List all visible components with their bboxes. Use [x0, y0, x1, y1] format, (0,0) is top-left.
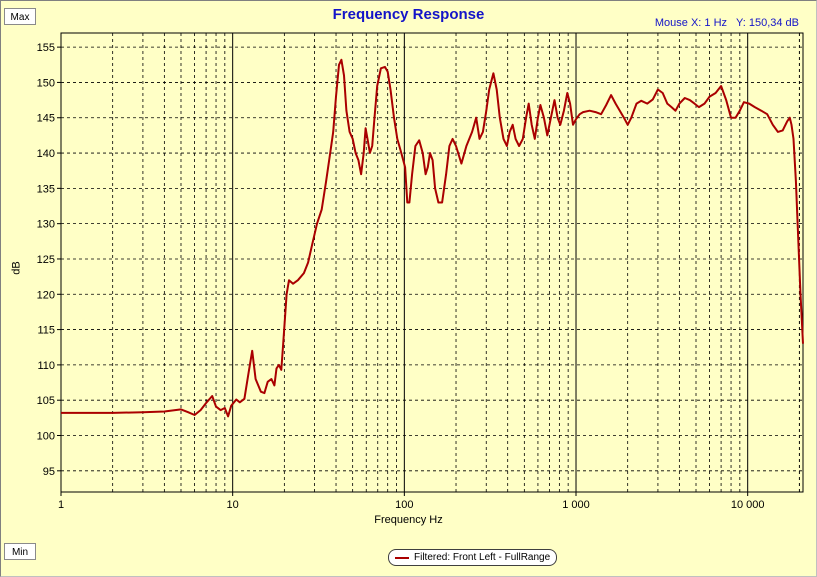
- y-tick-label: 100: [37, 431, 55, 443]
- chart-title: Frequency Response: [332, 6, 485, 23]
- legend-swatch: [395, 556, 409, 559]
- y-tick-labels: 95 100 105 110 115 120 125 130 135 140 145 150 155: [37, 42, 61, 478]
- y-tick-label: 140: [37, 148, 55, 160]
- x-tick-labels: 1 10 100 1 000 10 000: [58, 492, 765, 511]
- y-tick-label: 135: [37, 183, 55, 195]
- plot-border: [60, 32, 804, 493]
- min-button[interactable]: Min: [4, 543, 36, 560]
- mouse-x-readout: Mouse X: 1 Hz: [654, 17, 728, 29]
- y-tick-label: 125: [37, 254, 55, 266]
- y-tick-label: 130: [37, 219, 55, 231]
- y-tick-label: 105: [37, 395, 55, 407]
- legend[interactable]: Filtered: Front Left - FullRange: [388, 549, 558, 566]
- x-tick-label: 100: [395, 499, 413, 511]
- y-tick-label: 145: [37, 113, 55, 125]
- y-tick-label: 95: [43, 466, 55, 478]
- mouse-readout: Mouse X: 1 Hz Y: 150,34 dB: [655, 17, 799, 29]
- x-tick-label: 10: [227, 499, 239, 511]
- y-tick-label: 115: [37, 325, 55, 337]
- y-tick-label: 110: [37, 360, 55, 372]
- frequency-response-curve: [61, 58, 804, 418]
- x-tick-label: 1: [58, 499, 64, 511]
- legend-label: Filtered: Front Left - FullRange: [414, 552, 551, 563]
- x-axis-label: Frequency Hz: [374, 514, 443, 526]
- max-button[interactable]: Max: [4, 8, 36, 25]
- y-tick-label: 150: [37, 77, 55, 89]
- x-tick-label: 10 000: [731, 499, 765, 511]
- y-tick-label: 155: [37, 42, 55, 54]
- x-tick-label: 1 000: [562, 499, 590, 511]
- y-tick-label: 120: [37, 289, 55, 301]
- mouse-y-readout: Y: 150,34 dB: [736, 17, 799, 29]
